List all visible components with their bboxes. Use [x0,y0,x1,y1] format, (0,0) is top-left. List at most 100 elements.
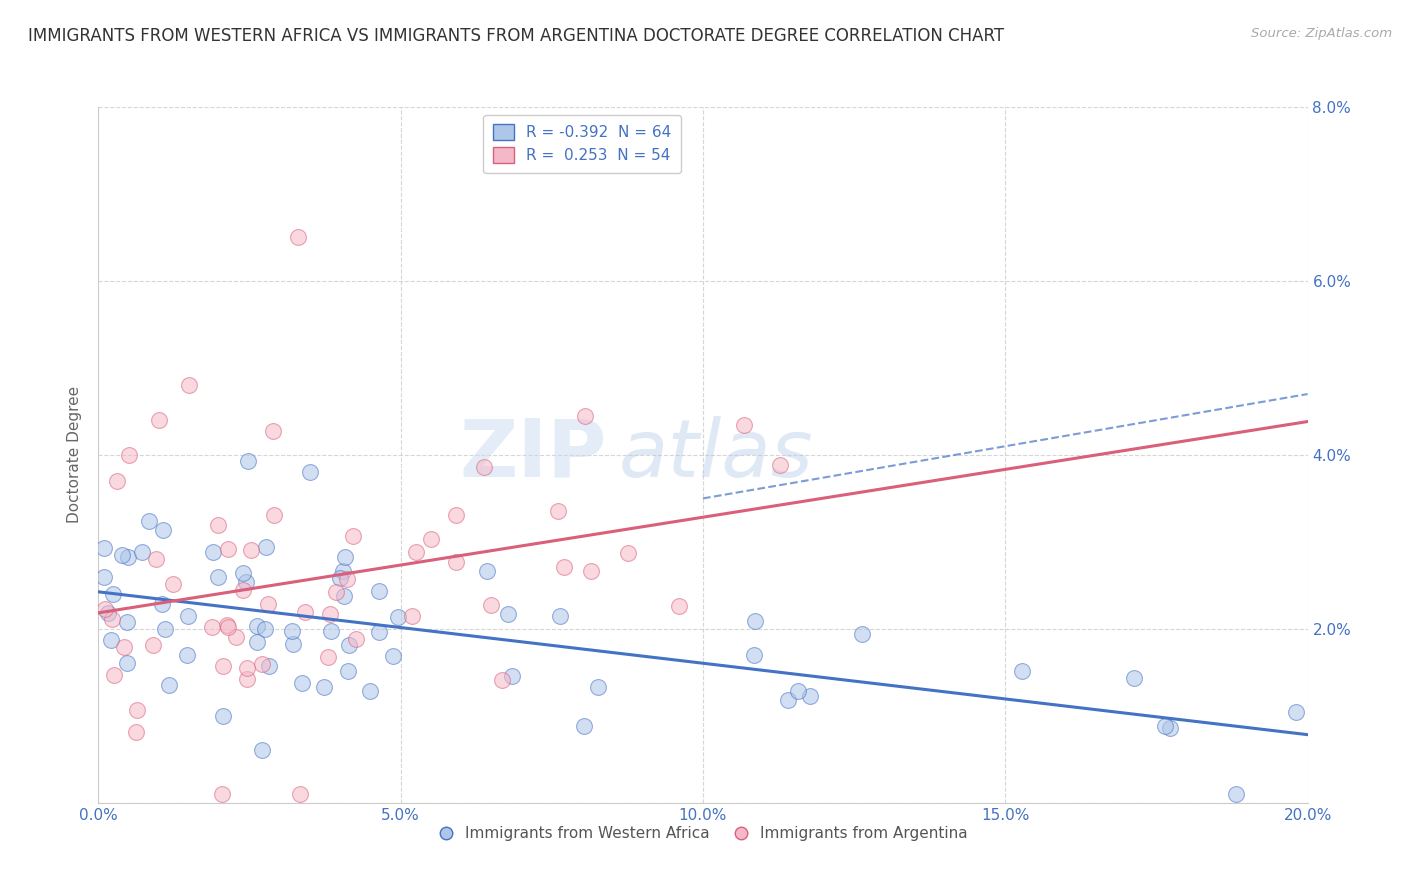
Point [145,551,167,566]
Point [318,607,340,621]
Point [472,459,495,474]
Point [1159,721,1181,735]
Point [103,668,125,682]
Point [491,673,513,688]
Point [232,583,254,598]
Point [105,474,128,488]
Point [236,454,259,468]
Point [359,684,381,698]
Point [475,565,498,579]
Point [138,514,160,528]
Point [176,648,198,662]
Point [420,532,443,546]
Point [617,546,640,560]
Point [142,639,165,653]
Point [288,787,311,801]
Point [496,607,519,621]
Text: atlas: atlas [619,416,813,494]
Point [179,378,201,392]
Point [115,656,138,670]
Point [177,608,200,623]
Point [148,413,170,427]
Point [742,648,765,662]
Point [744,614,766,628]
Point [314,680,336,694]
Point [118,448,141,462]
Point [94,602,117,616]
Point [572,719,595,733]
Point [405,545,427,559]
Point [787,683,810,698]
Point [257,597,280,611]
Point [381,648,404,663]
Point [444,555,467,569]
Point [215,618,238,632]
Point [1011,665,1033,679]
Point [778,692,800,706]
Point [479,598,502,612]
Point [344,632,367,647]
Point [336,664,359,678]
Point [581,564,603,578]
Text: ZIP: ZIP [458,416,606,494]
Point [246,619,269,633]
Point [321,624,343,638]
Point [236,661,259,675]
Point [235,574,257,589]
Point [332,564,354,578]
Point [547,504,569,518]
Point [283,637,305,651]
Point [294,606,316,620]
Point [1225,787,1247,801]
Point [239,542,262,557]
Point [112,640,135,654]
Point [262,424,284,438]
Point [211,659,233,673]
Point [125,703,148,717]
Point [101,612,124,626]
Point [1285,705,1308,719]
Point [291,675,314,690]
Point [101,587,124,601]
Point [93,570,115,584]
Point [329,571,352,585]
Point [444,508,467,522]
Point [387,610,409,624]
Legend: Immigrants from Western Africa, Immigrants from Argentina: Immigrants from Western Africa, Immigran… [432,820,974,847]
Point [1154,718,1177,732]
Point [100,632,122,647]
Point [1123,671,1146,685]
Point [336,572,359,586]
Point [401,609,423,624]
Point [212,708,235,723]
Point [211,787,233,801]
Point [236,672,259,686]
Point [217,620,239,634]
Point [281,624,304,638]
Point [263,508,285,522]
Point [586,680,609,694]
Point [246,635,269,649]
Point [325,585,347,599]
Point [152,523,174,537]
Point [152,597,174,611]
Point [316,649,339,664]
Text: IMMIGRANTS FROM WESTERN AFRICA VS IMMIGRANTS FROM ARGENTINA DOCTORATE DEGREE COR: IMMIGRANTS FROM WESTERN AFRICA VS IMMIGR… [28,27,1004,45]
Point [207,570,229,584]
Point [368,584,391,599]
Point [769,458,792,473]
Point [252,743,274,757]
Point [159,678,181,692]
Point [207,518,229,533]
Point [125,725,148,739]
Point [201,545,224,559]
Point [851,627,873,641]
Point [93,541,115,556]
Y-axis label: Doctorate Degree: Doctorate Degree [67,386,83,524]
Text: Source: ZipAtlas.com: Source: ZipAtlas.com [1251,27,1392,40]
Point [201,620,224,634]
Point [250,657,273,671]
Point [162,577,184,591]
Point [259,658,281,673]
Point [131,545,153,559]
